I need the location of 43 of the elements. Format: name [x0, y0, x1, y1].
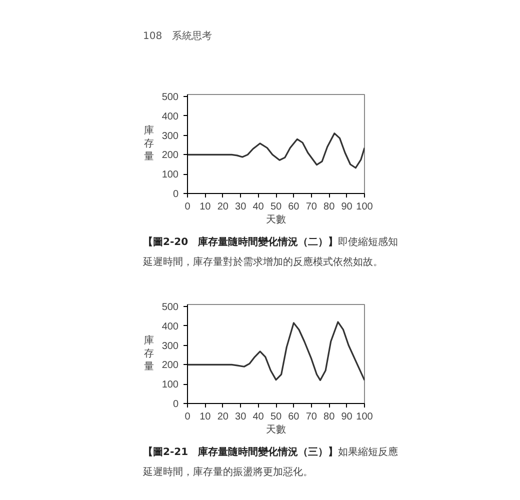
x-tick-label: 60	[288, 412, 300, 422]
y-tick-label: 100	[162, 170, 179, 181]
x-tick-label: 100	[356, 202, 374, 212]
y-axis-title: 庫存量	[144, 124, 154, 163]
y-tick-label: 400	[162, 321, 179, 332]
x-tick-label: 40	[252, 412, 264, 422]
x-tick-label: 70	[306, 412, 318, 422]
y-tick-label: 300	[162, 340, 179, 352]
line-series	[188, 132, 364, 169]
x-tick-label: 10	[200, 202, 212, 212]
x-tick-label: 50	[270, 412, 282, 422]
x-tick-label: 0	[184, 412, 191, 422]
x-tick-label: 40	[252, 202, 264, 212]
y-tick-label: 500	[162, 92, 179, 103]
y-tick-label: 200	[162, 150, 179, 162]
y-axis-title: 庫存量	[144, 334, 154, 373]
x-tick-label: 50	[270, 202, 282, 212]
y-tick-label: 200	[162, 360, 179, 372]
x-tick-label: 100	[356, 412, 374, 422]
x-tick-label: 10	[200, 412, 212, 422]
y-tick-label: 0	[172, 189, 179, 200]
y-tick-label: 400	[162, 111, 179, 122]
x-tick-label: 0	[184, 202, 191, 212]
x-tick-label: 20	[217, 202, 229, 212]
x-tick-label: 30	[235, 202, 247, 212]
x-tick-label: 90	[341, 412, 353, 422]
line-series	[188, 321, 364, 382]
y-tick-label: 500	[162, 302, 179, 313]
y-tick-label: 100	[162, 380, 179, 391]
x-tick-label: 70	[306, 202, 318, 212]
x-axis-title: 天數	[266, 214, 286, 226]
x-tick-label: 80	[324, 412, 336, 422]
x-tick-label: 80	[324, 202, 336, 212]
text: 【圖2-21 庫存量隨時間變化情況（三）】	[143, 447, 338, 458]
x-tick-label: 90	[341, 202, 353, 212]
x-tick-label: 30	[235, 412, 247, 422]
text: 108 系統思考	[143, 30, 212, 44]
text: 【圖2-20 庫存量隨時間變化情況（二）】	[143, 237, 338, 248]
x-tick-label: 60	[288, 202, 300, 212]
y-tick-label: 300	[162, 130, 179, 142]
x-tick-label: 20	[217, 412, 229, 422]
y-tick-label: 0	[172, 399, 179, 410]
x-axis-title: 天數	[266, 424, 286, 436]
